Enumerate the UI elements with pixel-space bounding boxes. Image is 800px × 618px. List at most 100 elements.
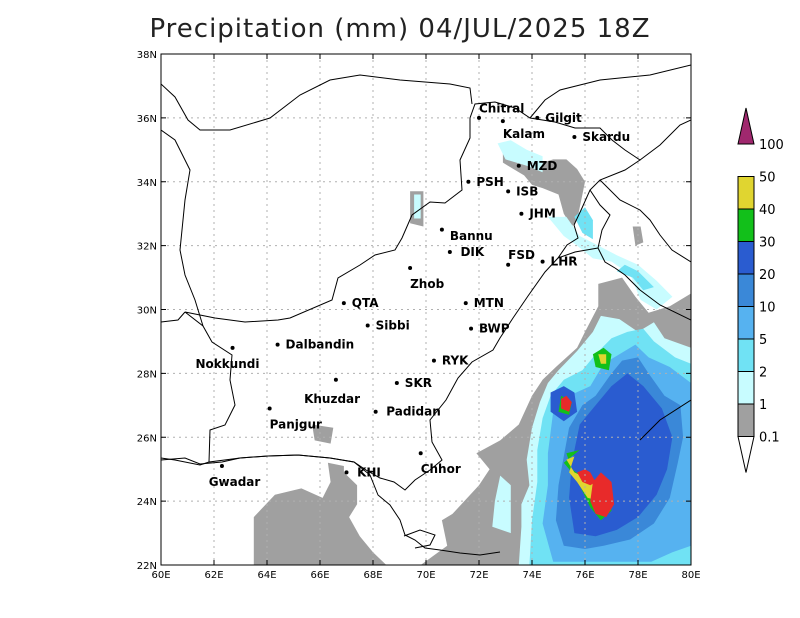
city-label: Gilgit — [545, 111, 582, 125]
precip-area-6 — [414, 194, 421, 219]
city-label: Zhob — [410, 277, 444, 291]
afghanistan-border — [161, 74, 473, 327]
colorbar-high-arrow — [737, 107, 755, 145]
city-label: Khuzdar — [304, 392, 360, 406]
lat-tick-label: 32N — [137, 242, 157, 253]
grid-lines — [161, 54, 691, 565]
city-label: KHI — [357, 465, 381, 479]
colorbar-low-arrow — [737, 436, 755, 473]
city-marker — [267, 406, 272, 411]
colorbar-swatch — [737, 371, 755, 405]
city-label: PSH — [476, 175, 503, 189]
city-marker — [394, 380, 399, 385]
city-marker — [219, 463, 224, 468]
precip-area-4 — [632, 226, 644, 246]
city-marker — [365, 323, 370, 328]
city-marker — [341, 301, 346, 306]
lon-tick-label: 76E — [575, 570, 594, 581]
city-label: MTN — [474, 296, 504, 310]
lon-tick-label: 74E — [522, 570, 541, 581]
city-marker — [477, 115, 481, 120]
city-marker — [466, 179, 471, 184]
lon-tick-label: 68E — [363, 570, 382, 581]
coastline — [161, 454, 501, 556]
city-label: Padidan — [386, 405, 441, 419]
precip-area-22 — [598, 354, 607, 364]
city-marker — [535, 115, 540, 120]
lat-tick-label: 38N — [137, 50, 157, 61]
city-label: Sibbi — [376, 318, 410, 332]
colorbar-label: 1 — [759, 398, 767, 413]
city-label: Gwadar — [209, 475, 261, 489]
precip-area-7 — [492, 475, 511, 534]
city-label: Panjgur — [270, 417, 322, 431]
boundaries — [161, 64, 691, 556]
lat-tick-label: 24N — [137, 497, 157, 508]
city-label: Chitral — [479, 101, 524, 115]
colorbar-label: 100 — [759, 138, 784, 153]
city-marker — [275, 342, 280, 347]
colorbar-label: 2 — [759, 366, 767, 381]
lat-tick-label: 30N — [137, 306, 157, 317]
city-marker — [519, 211, 524, 216]
city-label: ISB — [516, 184, 538, 198]
city-label: DIK — [460, 245, 484, 259]
city-label: RYK — [442, 354, 469, 368]
precip-area-23 — [577, 469, 596, 486]
colorbar-label: 50 — [759, 171, 776, 186]
city-marker — [516, 163, 521, 168]
precip-area-5 — [312, 424, 334, 444]
lat-tick-label: 34N — [137, 178, 157, 189]
city-label: Bannu — [450, 229, 493, 243]
city-marker — [418, 451, 423, 456]
precip-area-8 — [497, 140, 543, 173]
china-border — [529, 64, 691, 161]
colorbar-swatch — [737, 208, 755, 242]
city-marker — [431, 358, 436, 363]
colorbar-swatch — [737, 403, 755, 437]
colorbar-label: 5 — [759, 333, 767, 348]
colorbar-swatch — [737, 273, 755, 307]
colorbar: 0.1 1 2 5 10 20 30 40 50 100 — [737, 107, 784, 473]
city-label: Dalbandin — [286, 338, 355, 352]
precip-area-13 — [616, 264, 654, 291]
city-label: Skardu — [582, 130, 630, 144]
lon-tick-label: 66E — [310, 570, 329, 581]
city-marker — [469, 326, 474, 331]
india-border — [599, 179, 691, 441]
city-marker — [447, 250, 452, 255]
colorbar-label: 30 — [759, 236, 776, 251]
city-label: MZD — [527, 159, 558, 173]
map-title: Precipitation (mm) 04/JUL/2025 18Z — [149, 14, 651, 44]
colorbar-label: 10 — [759, 301, 776, 316]
city-label: QTA — [352, 296, 379, 310]
city-marker — [373, 409, 378, 414]
city-label: SKR — [405, 376, 432, 390]
city-marker — [500, 119, 505, 124]
city-marker — [540, 259, 545, 264]
colorbar-label: 20 — [759, 268, 776, 283]
lon-tick-label: 70E — [416, 570, 435, 581]
city-label: Chhor — [421, 462, 461, 476]
city-marker — [230, 345, 235, 350]
colorbar-swatch — [737, 176, 755, 210]
india-state-lines — [557, 189, 616, 269]
lat-tick-label: 26N — [137, 433, 157, 444]
axes: 60E 62E 64E 66E 68E 70E 72E 74E 76E 78E 80E 22N 24N 2… — [137, 50, 701, 581]
city-label: BWP — [479, 322, 510, 336]
precipitation-shading — [253, 140, 691, 565]
colorbar-label: 0.1 — [759, 431, 780, 446]
city-marker — [344, 470, 349, 475]
lon-tick-label: 80E — [681, 570, 700, 581]
lat-tick-label: 22N — [137, 561, 157, 572]
city-marker — [506, 189, 511, 194]
colorbar-label: 40 — [759, 203, 776, 218]
city-marker — [439, 227, 444, 232]
precip-area-24 — [590, 472, 615, 518]
precip-area-0 — [253, 462, 387, 565]
colorbar-swatch — [737, 338, 755, 372]
lat-tick-label: 28N — [137, 369, 157, 380]
city-marker — [408, 265, 413, 270]
gulf-of-kutch — [403, 529, 436, 549]
